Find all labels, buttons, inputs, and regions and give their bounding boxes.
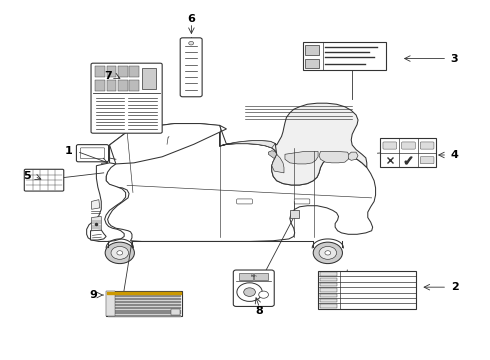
FancyBboxPatch shape <box>402 142 416 149</box>
FancyBboxPatch shape <box>420 142 434 149</box>
Polygon shape <box>106 123 375 242</box>
FancyBboxPatch shape <box>106 291 182 316</box>
FancyBboxPatch shape <box>118 81 128 91</box>
FancyBboxPatch shape <box>319 304 337 308</box>
Text: fan: fan <box>250 274 257 278</box>
FancyBboxPatch shape <box>319 272 337 276</box>
FancyBboxPatch shape <box>129 81 139 91</box>
Polygon shape <box>92 216 101 231</box>
FancyBboxPatch shape <box>91 63 162 133</box>
Circle shape <box>259 291 269 298</box>
Text: 4: 4 <box>451 150 459 160</box>
Circle shape <box>111 247 128 259</box>
Polygon shape <box>92 200 100 209</box>
FancyBboxPatch shape <box>294 199 310 204</box>
FancyBboxPatch shape <box>319 294 337 297</box>
FancyBboxPatch shape <box>420 157 434 164</box>
Text: 8: 8 <box>256 306 264 316</box>
Polygon shape <box>220 141 275 148</box>
Circle shape <box>189 41 194 45</box>
Text: 9: 9 <box>89 290 97 300</box>
FancyBboxPatch shape <box>142 68 156 89</box>
Text: 3: 3 <box>451 54 458 64</box>
Polygon shape <box>87 163 125 242</box>
Circle shape <box>244 288 255 296</box>
FancyBboxPatch shape <box>383 142 396 149</box>
FancyBboxPatch shape <box>233 270 274 306</box>
FancyBboxPatch shape <box>107 81 117 91</box>
FancyBboxPatch shape <box>318 271 416 309</box>
Text: 2: 2 <box>451 282 458 292</box>
FancyBboxPatch shape <box>303 42 386 70</box>
FancyBboxPatch shape <box>305 59 319 68</box>
FancyBboxPatch shape <box>107 66 117 77</box>
Text: 1: 1 <box>65 147 73 157</box>
Text: 7: 7 <box>105 71 112 81</box>
FancyBboxPatch shape <box>319 278 337 281</box>
Polygon shape <box>319 152 350 163</box>
FancyBboxPatch shape <box>237 199 252 204</box>
FancyBboxPatch shape <box>319 283 337 286</box>
FancyBboxPatch shape <box>96 66 105 77</box>
FancyBboxPatch shape <box>305 45 319 55</box>
FancyBboxPatch shape <box>254 273 268 280</box>
FancyBboxPatch shape <box>118 66 128 77</box>
Text: 6: 6 <box>188 14 196 24</box>
FancyBboxPatch shape <box>106 291 115 316</box>
Polygon shape <box>272 154 284 173</box>
FancyBboxPatch shape <box>24 169 64 191</box>
Polygon shape <box>269 151 277 158</box>
Polygon shape <box>285 152 318 164</box>
FancyBboxPatch shape <box>96 81 105 91</box>
FancyBboxPatch shape <box>80 148 105 158</box>
Circle shape <box>105 242 134 264</box>
Text: 5: 5 <box>23 171 30 181</box>
FancyBboxPatch shape <box>129 66 139 77</box>
FancyBboxPatch shape <box>380 138 437 167</box>
Circle shape <box>237 283 262 301</box>
FancyBboxPatch shape <box>239 273 252 280</box>
FancyBboxPatch shape <box>171 309 180 315</box>
Circle shape <box>319 247 337 259</box>
Circle shape <box>117 251 122 255</box>
Polygon shape <box>348 152 358 160</box>
Circle shape <box>313 242 343 264</box>
Polygon shape <box>91 230 106 240</box>
FancyBboxPatch shape <box>319 299 337 302</box>
Polygon shape <box>110 123 226 164</box>
FancyBboxPatch shape <box>180 38 202 97</box>
Circle shape <box>325 251 331 255</box>
FancyBboxPatch shape <box>319 288 337 292</box>
FancyBboxPatch shape <box>76 145 109 162</box>
FancyBboxPatch shape <box>290 210 298 217</box>
Polygon shape <box>220 103 367 185</box>
